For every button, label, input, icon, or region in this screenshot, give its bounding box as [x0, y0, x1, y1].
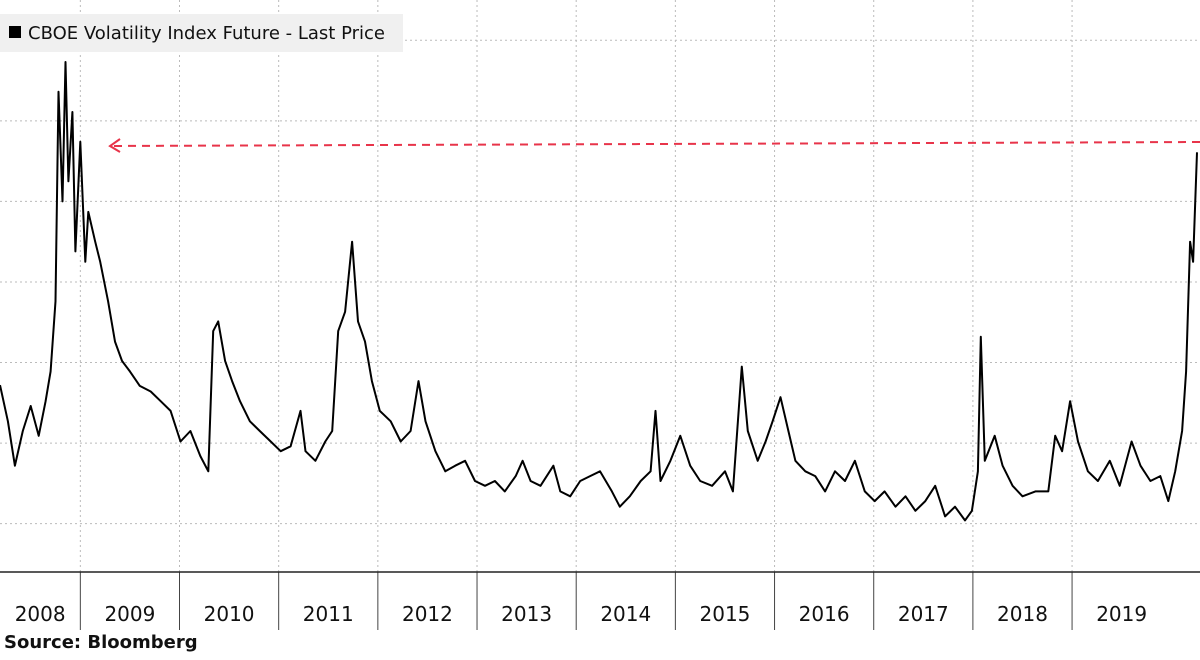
x-tick-label: 2018: [997, 602, 1048, 626]
grid: [0, 0, 1200, 630]
x-tick-label: 2016: [799, 602, 850, 626]
x-tick-label: 2019: [1096, 602, 1147, 626]
x-tick-label: 2012: [402, 602, 453, 626]
x-tick-label: 2014: [600, 602, 651, 626]
x-tick-label: 2008: [15, 602, 66, 626]
x-tick-label: 2009: [104, 602, 155, 626]
plot: [0, 61, 1198, 522]
legend-label: CBOE Volatility Index Future - Last Pric…: [28, 23, 385, 44]
x-tick-label: 2017: [898, 602, 949, 626]
x-tick-label: 2011: [303, 602, 354, 626]
legend-swatch: [9, 26, 21, 38]
x-tick-label: 2015: [700, 602, 751, 626]
legend-box: [0, 14, 403, 52]
annotation-arrow: [109, 141, 1200, 147]
arrow-head: [108, 138, 121, 153]
x-tick-label: 2013: [501, 602, 552, 626]
source: Source: Bloomberg: [4, 632, 198, 653]
x-tick-label: 2010: [204, 602, 255, 626]
line: [0, 61, 1198, 522]
